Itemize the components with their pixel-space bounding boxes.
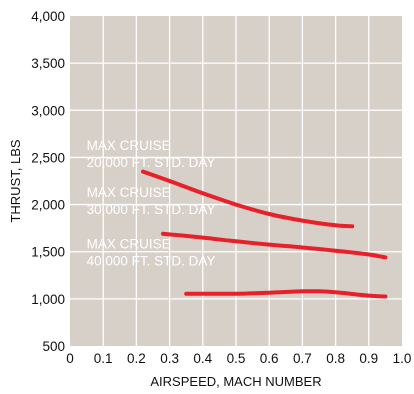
x-tick-label: 0.4	[193, 351, 212, 366]
x-tick-label: 0.8	[326, 351, 345, 366]
x-tick-label: 0.6	[260, 351, 279, 366]
annotation-condition: 30,000 FT. STD. DAY	[87, 202, 216, 217]
x-tick-label: 0	[66, 351, 74, 366]
y-tick-label: 500	[42, 339, 65, 354]
series-lines	[141, 169, 388, 299]
y-tick-label: 2,000	[31, 198, 65, 213]
series-line-3	[184, 289, 388, 299]
y-tick-label: 3,500	[31, 56, 65, 71]
x-tick-label: 0.9	[359, 351, 378, 366]
annotations: MAX CRUISE 20,000 FT. STD. DAY MAX CRUISE 3…	[87, 138, 216, 269]
y-tick-label: 1,000	[31, 292, 65, 307]
x-tick-label: 0.5	[227, 351, 246, 366]
x-tick-labels: 0 0.1 0.2 0.3 0.4 0.5 0.6 0.7 0.8 0.9 1.0	[66, 351, 411, 366]
x-axis-title: AIRSPEED, MACH NUMBER	[150, 374, 321, 389]
x-tick-label: 0.3	[160, 351, 179, 366]
x-tick-label: 1.0	[393, 351, 412, 366]
y-tick-label: 3,000	[31, 103, 65, 118]
annotation-condition: 20,000 FT. STD. DAY	[87, 155, 216, 170]
annotation-title: MAX CRUISE	[87, 236, 171, 251]
y-tick-label: 2,500	[31, 150, 65, 165]
annotation-condition: 40,000 FT. STD. DAY	[87, 253, 216, 268]
annotation-title: MAX CRUISE	[87, 185, 171, 200]
annotation-title: MAX CRUISE	[87, 138, 171, 153]
y-axis-title: THRUST, LBS	[8, 139, 23, 222]
series-line-2	[161, 231, 388, 260]
y-tick-label: 1,500	[31, 245, 65, 260]
x-tick-label: 0.1	[94, 351, 113, 366]
y-tick-labels: 500 1,000 1,500 2,000 2,500 3,000 3,500 4,000	[31, 9, 65, 354]
series-line-1	[141, 169, 355, 229]
y-tick-label: 4,000	[31, 9, 65, 24]
x-tick-label: 0.7	[293, 351, 312, 366]
x-tick-label: 0.2	[127, 351, 146, 366]
